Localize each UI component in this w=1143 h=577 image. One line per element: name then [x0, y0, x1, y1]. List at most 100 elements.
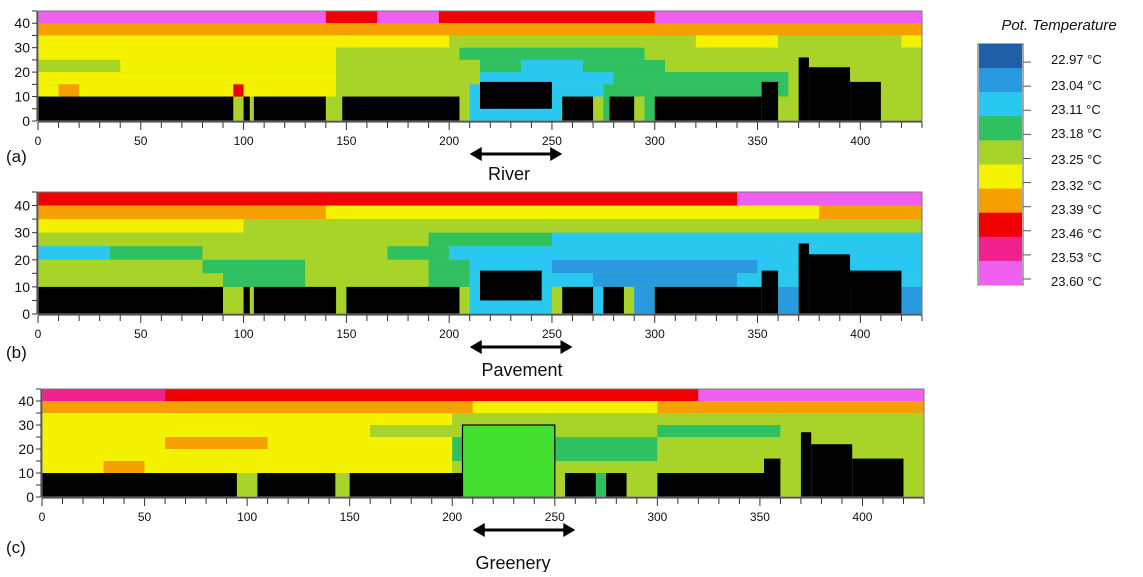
heatmap-cell [780, 425, 924, 437]
heatmap-cell [165, 437, 268, 449]
heatmap-cell [695, 35, 779, 48]
y-tick-label: 40 [18, 393, 34, 409]
x-tick-label: 300 [647, 510, 667, 524]
y-tick-label: 0 [22, 113, 30, 129]
heatmap-cell [38, 219, 244, 233]
x-tick-label: 350 [748, 134, 768, 148]
heatmap-cell [336, 84, 429, 97]
legend-swatch [979, 188, 1022, 214]
x-tick-label: 250 [542, 327, 562, 341]
building-block [480, 270, 542, 301]
heatmap-cell [62, 59, 121, 73]
y-tick-label: 40 [14, 15, 30, 31]
extent-arrow-right-head [550, 147, 563, 161]
heatmap-cell [665, 59, 789, 73]
heatmap-cell [880, 96, 922, 121]
legend-swatch [979, 236, 1022, 262]
heatmap-cell [38, 205, 326, 220]
legend-swatch [979, 140, 1022, 165]
heatmap-cell [634, 286, 655, 314]
heatmap-cell [428, 232, 552, 247]
building-block [253, 96, 326, 121]
heatmap-cell [387, 246, 450, 260]
y-tick-label: 20 [18, 441, 34, 457]
heatmap-cell [377, 11, 439, 24]
heatmap-cell [38, 47, 337, 60]
legend-entry-6: 23.39 °C [1051, 202, 1102, 217]
heatmap-cell [202, 246, 388, 260]
x-tick-label: 400 [852, 510, 872, 524]
legend-entry-8: 23.53 °C [1051, 250, 1102, 265]
building-block [349, 473, 463, 497]
heatmap-cell [593, 273, 737, 287]
building-block [243, 286, 250, 314]
heatmap-cell [551, 286, 563, 314]
heatmap-panel-b: 0 50 100 150 200 250 300 350 400 0 10 20 30 40 [14, 191, 923, 354]
heatmap-cell [38, 59, 63, 73]
x-tick-label: 300 [645, 134, 665, 148]
y-tick-label: 40 [14, 198, 30, 214]
heatmap-cell [654, 11, 922, 24]
heatmap-cell [657, 425, 781, 437]
legend: Pot. Temperature 22.97 °C 23.04 °C 23.11… [977, 17, 1117, 289]
y-tick-label: 30 [18, 417, 34, 433]
building-block [811, 444, 853, 497]
heatmap-cell [551, 232, 737, 247]
building-block [852, 458, 904, 497]
building-block [800, 432, 812, 497]
heatmap-cell [716, 23, 881, 36]
x-tick-label: 0 [39, 510, 46, 524]
x-tick-label: 200 [439, 134, 459, 148]
heatmap-cell [521, 59, 583, 73]
extent-arrow-left-head [469, 340, 482, 354]
heatmap-cell [305, 273, 429, 287]
heatmap-cell [593, 286, 604, 314]
building-block [562, 96, 594, 121]
panel-a-scenario-label: River [488, 164, 530, 184]
x-tick-label: 250 [542, 134, 562, 148]
heatmap-panel-c: 0 50 100 150 200 250 300 350 400 0 10 20 30 40 [18, 388, 925, 537]
extent-arrow-left-head [469, 147, 482, 161]
legend-entry-2: 23.11 °C [1051, 102, 1101, 117]
legend-title: Pot. Temperature [1001, 17, 1116, 34]
y-tick-label: 20 [14, 64, 30, 80]
heatmap-cell [551, 259, 758, 274]
heatmap-cell [42, 461, 104, 473]
legend-swatch [979, 212, 1022, 238]
x-tick-label: 300 [645, 327, 665, 341]
building-block [761, 270, 779, 314]
building-block [764, 458, 781, 497]
building-block [38, 286, 224, 314]
heatmap-cell [459, 47, 645, 60]
plot-frame [37, 10, 923, 122]
heatmap-cell [202, 232, 429, 247]
building-block [654, 96, 762, 121]
y-tick-label: 0 [22, 306, 30, 322]
panel-c-scenario-label: Greenery [475, 553, 550, 572]
building-block [606, 473, 627, 497]
heatmap-cell [452, 413, 719, 425]
heatmap-cell [613, 219, 922, 233]
legend-swatch [979, 116, 1022, 141]
x-tick-label: 100 [237, 510, 257, 524]
building-block [798, 243, 809, 314]
y-tick-label: 10 [18, 465, 34, 481]
heatmap-cell [698, 389, 924, 401]
heatmap-cell [233, 84, 244, 97]
plot-frame [41, 388, 925, 498]
heatmap-cell [42, 401, 248, 413]
x-tick-label: 50 [134, 134, 148, 148]
legend-swatch [979, 44, 1022, 69]
heatmap-cell [603, 84, 655, 97]
building-block [42, 473, 237, 497]
building-block [565, 473, 596, 497]
building-block [798, 57, 809, 121]
heatmap-cell [38, 84, 59, 97]
heatmap-cell [736, 232, 922, 247]
heatmap-cell [595, 473, 607, 497]
building-block [761, 81, 779, 121]
building-block [654, 286, 762, 314]
legend-ticks [1023, 61, 1031, 280]
heatmap-cell [657, 449, 924, 461]
